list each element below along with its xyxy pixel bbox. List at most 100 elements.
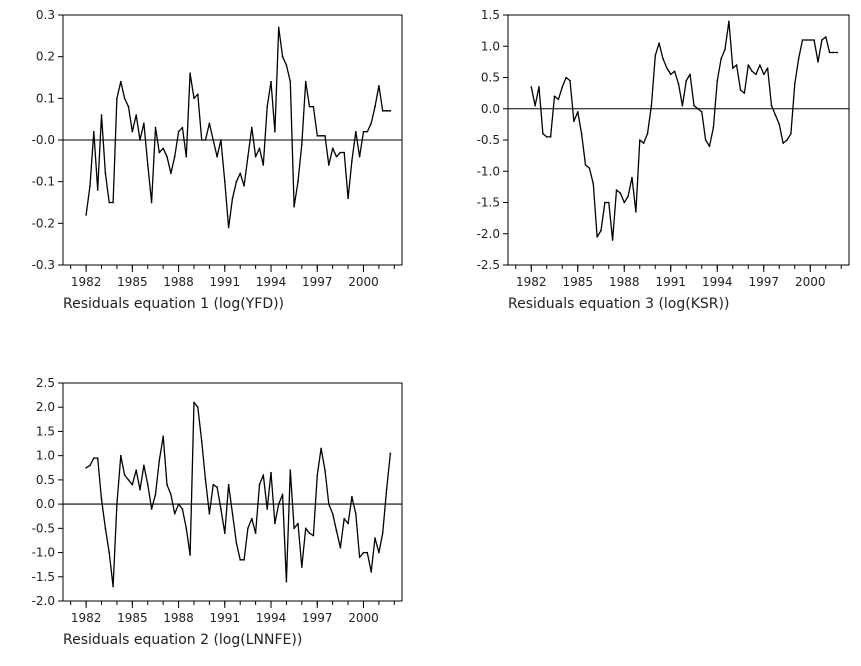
residual-point bbox=[131, 130, 134, 133]
residual-point bbox=[362, 130, 365, 133]
residual-point bbox=[285, 64, 288, 66]
residual-point bbox=[85, 466, 87, 469]
residual-point bbox=[685, 79, 688, 82]
residual-point bbox=[304, 527, 307, 530]
residual-points bbox=[85, 26, 392, 229]
residual-point bbox=[545, 136, 548, 138]
residual-point bbox=[139, 139, 141, 141]
residual-point bbox=[343, 151, 346, 154]
residual-point bbox=[538, 86, 540, 88]
residual-point bbox=[193, 401, 195, 404]
residual-point bbox=[212, 139, 215, 141]
y-tick-label: -1.0 bbox=[477, 164, 500, 178]
residual-point bbox=[596, 236, 598, 238]
residual-point bbox=[611, 239, 614, 241]
residual-point bbox=[673, 70, 676, 73]
residual-point bbox=[708, 145, 711, 148]
residual-point bbox=[662, 57, 664, 60]
residual-point bbox=[573, 120, 575, 123]
y-tick-label: 0.3 bbox=[36, 8, 55, 22]
residual-point bbox=[177, 503, 180, 505]
x-tick-label: 2000 bbox=[795, 275, 826, 289]
residual-point bbox=[235, 542, 238, 544]
residual-point bbox=[328, 164, 330, 166]
residual-point bbox=[177, 130, 180, 133]
residual-point bbox=[250, 126, 253, 129]
residual-point bbox=[266, 508, 268, 510]
residual-point bbox=[354, 513, 357, 515]
residual-point bbox=[262, 164, 265, 166]
residual-point bbox=[638, 139, 641, 141]
residual-point bbox=[200, 440, 203, 442]
residual-point bbox=[166, 155, 168, 158]
residual-point bbox=[216, 486, 218, 488]
residual-point bbox=[677, 82, 680, 85]
residual-point bbox=[193, 97, 195, 100]
y-tick-label: -0.5 bbox=[32, 521, 55, 535]
x-tick-label: 1991 bbox=[655, 275, 686, 289]
residual-point bbox=[366, 551, 369, 554]
residual-point bbox=[627, 195, 629, 198]
x-tick-label: 1982 bbox=[71, 275, 102, 289]
y-tick-label: 2.5 bbox=[36, 376, 55, 390]
residual-point bbox=[89, 185, 91, 187]
residual-point bbox=[347, 522, 349, 525]
residual-point bbox=[669, 73, 672, 76]
residual-point bbox=[197, 406, 199, 409]
residual-point bbox=[615, 189, 618, 191]
residual-point bbox=[739, 89, 742, 91]
residual-series-line bbox=[85, 26, 391, 229]
residual-point bbox=[197, 93, 199, 95]
residual-point bbox=[817, 61, 819, 63]
residual-point bbox=[166, 483, 168, 486]
residual-point bbox=[112, 201, 114, 204]
x-tick-label: 1991 bbox=[210, 275, 241, 289]
residual-point bbox=[312, 534, 315, 537]
residual-point bbox=[821, 39, 823, 41]
residual-point bbox=[297, 522, 299, 525]
y-tick-label: -0.3 bbox=[32, 258, 55, 272]
residual-point bbox=[208, 513, 211, 515]
residual-point bbox=[385, 110, 388, 112]
plot-frame bbox=[507, 14, 850, 266]
residual-point bbox=[204, 479, 207, 481]
residual-point bbox=[170, 493, 172, 496]
residual-point bbox=[362, 551, 365, 554]
residual-point bbox=[223, 532, 226, 534]
residual-point bbox=[96, 189, 99, 191]
residual-point bbox=[339, 151, 342, 154]
residual-point bbox=[281, 493, 284, 496]
residual-point bbox=[370, 571, 372, 573]
residual-point bbox=[274, 130, 276, 133]
residual-point bbox=[751, 70, 753, 73]
residual-point bbox=[607, 201, 610, 204]
residual-point bbox=[258, 147, 261, 150]
residual-point bbox=[584, 164, 587, 166]
residual-point bbox=[89, 464, 91, 467]
residual-point bbox=[666, 67, 668, 69]
residual-point bbox=[689, 73, 691, 76]
residual-point bbox=[354, 130, 357, 133]
residual-point bbox=[158, 459, 161, 462]
residual-point bbox=[339, 546, 342, 549]
x-tick-label: 1985 bbox=[117, 611, 148, 625]
residual-point bbox=[277, 26, 280, 29]
y-tick-label: 1.5 bbox=[481, 8, 500, 22]
residual-point bbox=[239, 172, 242, 175]
residual-point bbox=[650, 104, 653, 107]
residual-point bbox=[250, 517, 253, 520]
y-tick-label: -0.0 bbox=[32, 133, 55, 147]
y-tick-label: 0.0 bbox=[36, 497, 55, 511]
residual-point bbox=[374, 105, 376, 108]
residual-point bbox=[123, 474, 126, 476]
residual-point bbox=[135, 469, 137, 472]
x-axis-label: Residuals equation 2 (log(LNNFE)) bbox=[63, 632, 302, 648]
residual-point bbox=[316, 135, 319, 137]
residual-point bbox=[243, 185, 245, 187]
residual-point bbox=[231, 197, 234, 200]
residual-point bbox=[600, 229, 602, 232]
residual-point bbox=[189, 72, 191, 75]
residual-point bbox=[297, 180, 299, 183]
residual-point bbox=[828, 51, 831, 54]
residual-point bbox=[378, 551, 380, 554]
